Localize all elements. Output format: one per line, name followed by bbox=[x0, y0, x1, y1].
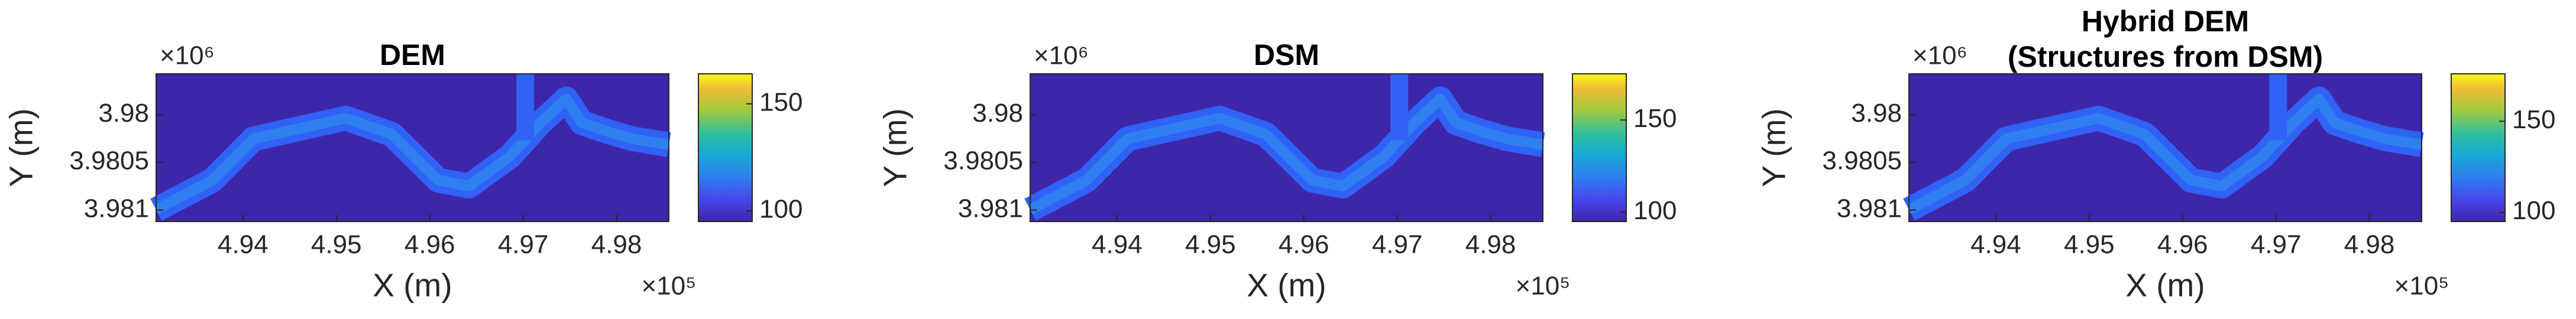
colorbar-tick-label: 150 bbox=[1633, 104, 1677, 133]
y-tick-label: 3.98 bbox=[98, 99, 149, 128]
x-exponent: ×10⁵ bbox=[1516, 272, 1571, 301]
y-tick-label: 3.9805 bbox=[943, 147, 1023, 175]
chart-title: DSM bbox=[1254, 38, 1319, 71]
x-tick-label: 4.94 bbox=[1970, 230, 2021, 259]
x-tick-label: 4.97 bbox=[2251, 230, 2302, 259]
x-tick-label: 4.96 bbox=[1279, 230, 1329, 259]
colorbar-tick-label: 100 bbox=[759, 195, 802, 224]
y-tick-label: 3.98 bbox=[1851, 99, 1902, 128]
y-exponent: ×10⁶ bbox=[160, 41, 215, 70]
x-axis-label: X (m) bbox=[2125, 267, 2205, 304]
x-tick-label: 4.96 bbox=[2157, 230, 2208, 259]
y-tick-label: 3.9805 bbox=[69, 147, 149, 175]
chart-title: Hybrid DEM bbox=[2082, 5, 2249, 38]
colorbar-tick-label: 150 bbox=[759, 87, 802, 116]
y-axis-label: Y (m) bbox=[3, 108, 40, 187]
x-tick-label: 4.94 bbox=[218, 230, 268, 259]
x-tick-label: 4.98 bbox=[1465, 230, 1516, 259]
colorbar-tick-label: 100 bbox=[2512, 196, 2555, 225]
y-tick-label: 3.981 bbox=[958, 194, 1023, 223]
y-exponent: ×10⁶ bbox=[1912, 41, 1967, 70]
y-axis-label: Y (m) bbox=[1756, 108, 1792, 187]
x-tick-label: 4.95 bbox=[2064, 230, 2115, 259]
colorbar-tick-label: 150 bbox=[2512, 105, 2555, 134]
y-tick-label: 3.98 bbox=[972, 99, 1023, 128]
x-tick-label: 4.95 bbox=[311, 230, 362, 259]
x-axis-label: X (m) bbox=[1247, 267, 1326, 304]
chart-title: (Structures from DSM) bbox=[2008, 40, 2323, 73]
y-tick-label: 3.981 bbox=[1837, 194, 1902, 223]
y-tick-label: 3.981 bbox=[84, 194, 149, 223]
y-tick-label: 3.9805 bbox=[1822, 147, 1902, 175]
x-axis-label: X (m) bbox=[373, 267, 452, 304]
y-exponent: ×10⁶ bbox=[1034, 41, 1089, 70]
x-tick-label: 4.96 bbox=[404, 230, 455, 259]
x-tick-label: 4.95 bbox=[1185, 230, 1236, 259]
river-channel bbox=[153, 93, 670, 214]
x-tick-label: 4.94 bbox=[1092, 230, 1143, 259]
river-channel bbox=[1906, 93, 2423, 214]
colorbar bbox=[698, 73, 753, 222]
axes-frame bbox=[1030, 73, 1543, 222]
x-exponent: ×10⁵ bbox=[642, 272, 697, 301]
axes-frame bbox=[156, 73, 669, 222]
chart-title: DEM bbox=[380, 38, 445, 71]
colorbar bbox=[1572, 73, 1627, 222]
x-exponent: ×10⁵ bbox=[2394, 272, 2449, 301]
x-tick-label: 4.97 bbox=[1372, 230, 1423, 259]
river-channel bbox=[1027, 93, 1544, 214]
y-axis-label: Y (m) bbox=[877, 108, 914, 187]
axes-frame bbox=[1908, 73, 2422, 222]
x-tick-label: 4.98 bbox=[591, 230, 642, 259]
colorbar bbox=[2451, 73, 2506, 222]
x-tick-label: 4.98 bbox=[2344, 230, 2395, 259]
colorbar-tick-label: 100 bbox=[1633, 196, 1677, 225]
x-tick-label: 4.97 bbox=[498, 230, 549, 259]
